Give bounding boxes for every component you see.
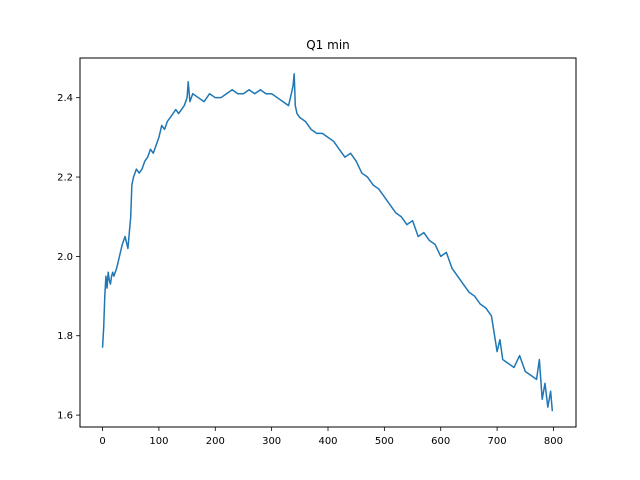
x-tick-label: 700: [488, 436, 507, 447]
x-tick-label: 600: [431, 436, 450, 447]
y-tick-label: 2.0: [57, 252, 73, 263]
y-tick-label: 2.2: [57, 173, 73, 184]
y-tick-label: 1.6: [57, 411, 73, 422]
x-tick-label: 200: [206, 436, 225, 447]
x-tick-label: 800: [544, 436, 563, 447]
plot-area: [101, 73, 554, 412]
y-tick-label: 2.4: [57, 93, 73, 104]
y-tick-label: 1.8: [57, 331, 73, 342]
x-tick-label: 500: [375, 436, 394, 447]
axes-frame: [79, 57, 577, 428]
y-axis: 1.6 1.8 2.0 2.2 2.4: [57, 93, 80, 422]
x-tick-label: 300: [262, 436, 281, 447]
chart-title: Q1 min: [306, 38, 350, 52]
x-tick-label: 100: [149, 436, 168, 447]
series-line-0: [101, 73, 554, 412]
x-tick-label: 400: [318, 436, 337, 447]
x-tick-label: 0: [99, 436, 105, 447]
x-axis: 0 100 200 300 400 500 600 700 800: [99, 427, 563, 447]
